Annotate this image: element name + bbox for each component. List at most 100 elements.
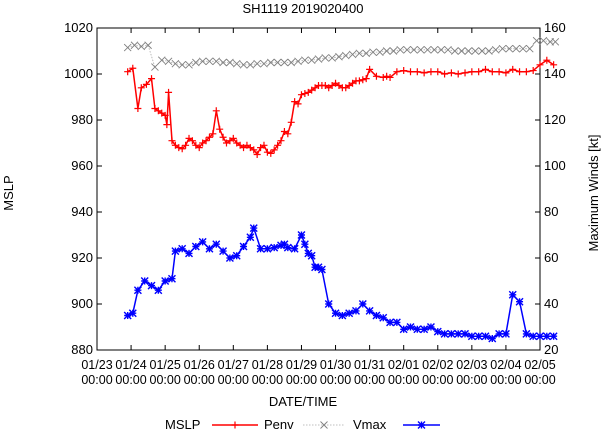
x-tick-label-time: 00:00 xyxy=(388,373,419,387)
data-point xyxy=(171,59,180,68)
x-tick-label-date: 02/02 xyxy=(422,358,453,372)
data-point xyxy=(549,332,558,341)
data-point xyxy=(277,241,286,250)
data-point xyxy=(212,240,221,249)
data-point xyxy=(501,329,510,338)
data-point xyxy=(420,325,429,334)
data-point xyxy=(198,237,207,246)
y-left-tick-label: 980 xyxy=(71,112,93,127)
data-point xyxy=(301,90,309,98)
data-point xyxy=(372,72,380,80)
data-point xyxy=(488,334,497,343)
data-point xyxy=(392,318,401,327)
data-point xyxy=(256,244,265,253)
data-point xyxy=(270,243,279,252)
data-point xyxy=(362,49,371,58)
data-point xyxy=(536,332,544,341)
data-point xyxy=(195,144,203,152)
data-point xyxy=(178,244,187,253)
data-point xyxy=(416,46,425,54)
y-right-tick-label: 20 xyxy=(544,342,558,357)
x-tick-label-date: 01/30 xyxy=(320,358,351,372)
data-point xyxy=(307,56,316,65)
x-tick-label-time: 00:00 xyxy=(524,373,555,387)
data-point xyxy=(515,297,524,306)
data-point xyxy=(182,141,190,149)
chart-title: SH1119 2019020400 xyxy=(243,1,364,16)
y-right-tick-label: 120 xyxy=(544,112,566,127)
data-point xyxy=(142,80,150,88)
legend-label-vmax: Vmax xyxy=(353,417,387,432)
plot-frame-layer xyxy=(96,27,541,351)
data-point xyxy=(393,68,401,76)
data-point xyxy=(505,44,514,53)
data-point xyxy=(165,88,173,96)
data-point xyxy=(389,47,398,55)
data-point xyxy=(133,286,142,295)
data-point xyxy=(328,54,336,62)
data-point xyxy=(157,56,166,65)
data-point xyxy=(396,46,405,54)
data-point xyxy=(522,329,531,338)
data-point xyxy=(406,323,415,331)
y-right-tick-label: 40 xyxy=(544,296,558,311)
data-point xyxy=(246,60,255,69)
data-point xyxy=(331,309,340,318)
y-left-tick-label: 880 xyxy=(71,342,93,357)
data-point xyxy=(498,44,507,53)
data-point xyxy=(338,311,347,320)
data-point xyxy=(161,111,169,119)
data-point xyxy=(478,47,486,55)
data-point xyxy=(297,231,306,239)
x-tick-label-time: 00:00 xyxy=(150,373,181,387)
data-point xyxy=(399,325,408,334)
data-point xyxy=(154,286,163,295)
data-point xyxy=(516,68,524,76)
data-point xyxy=(366,65,374,73)
x-tick-label-time: 00:00 xyxy=(422,373,453,387)
data-point xyxy=(123,43,132,52)
data-point xyxy=(167,274,176,283)
data-point xyxy=(481,332,490,341)
x-tick-label-date: 01/31 xyxy=(354,358,385,372)
data-point xyxy=(188,137,196,145)
data-point xyxy=(437,46,445,54)
data-point xyxy=(163,121,171,129)
data-point xyxy=(365,306,374,315)
data-point xyxy=(407,68,415,76)
data-point xyxy=(300,240,309,249)
data-point xyxy=(529,332,538,341)
data-point xyxy=(400,67,408,75)
data-point xyxy=(246,233,255,242)
legend-marker-penv xyxy=(231,421,239,429)
data-point xyxy=(239,60,248,69)
data-point xyxy=(205,133,213,141)
data-point xyxy=(304,249,313,258)
data-point xyxy=(263,244,272,253)
data-point xyxy=(420,69,428,77)
data-point xyxy=(543,56,551,64)
data-point xyxy=(260,141,268,149)
data-point xyxy=(444,46,452,54)
data-point xyxy=(386,73,394,81)
x-tick-label-date: 01/25 xyxy=(150,358,181,372)
data-point xyxy=(519,44,527,53)
data-point xyxy=(219,133,227,141)
data-point xyxy=(454,329,463,338)
series-mslp xyxy=(123,36,560,71)
y-axis-left-label: MSLP xyxy=(1,175,16,210)
data-point xyxy=(369,48,377,56)
y-right-tick-label: 160 xyxy=(544,20,566,35)
data-point xyxy=(474,332,483,341)
x-tick-label-time: 00:00 xyxy=(252,373,283,387)
data-point xyxy=(263,148,271,156)
data-point xyxy=(128,309,137,318)
x-tick-label-date: 01/29 xyxy=(286,358,317,372)
data-point xyxy=(314,55,323,63)
series-penv xyxy=(124,56,558,158)
data-point xyxy=(447,69,455,77)
data-point xyxy=(185,60,193,69)
data-point xyxy=(413,325,422,334)
data-point xyxy=(461,69,469,77)
